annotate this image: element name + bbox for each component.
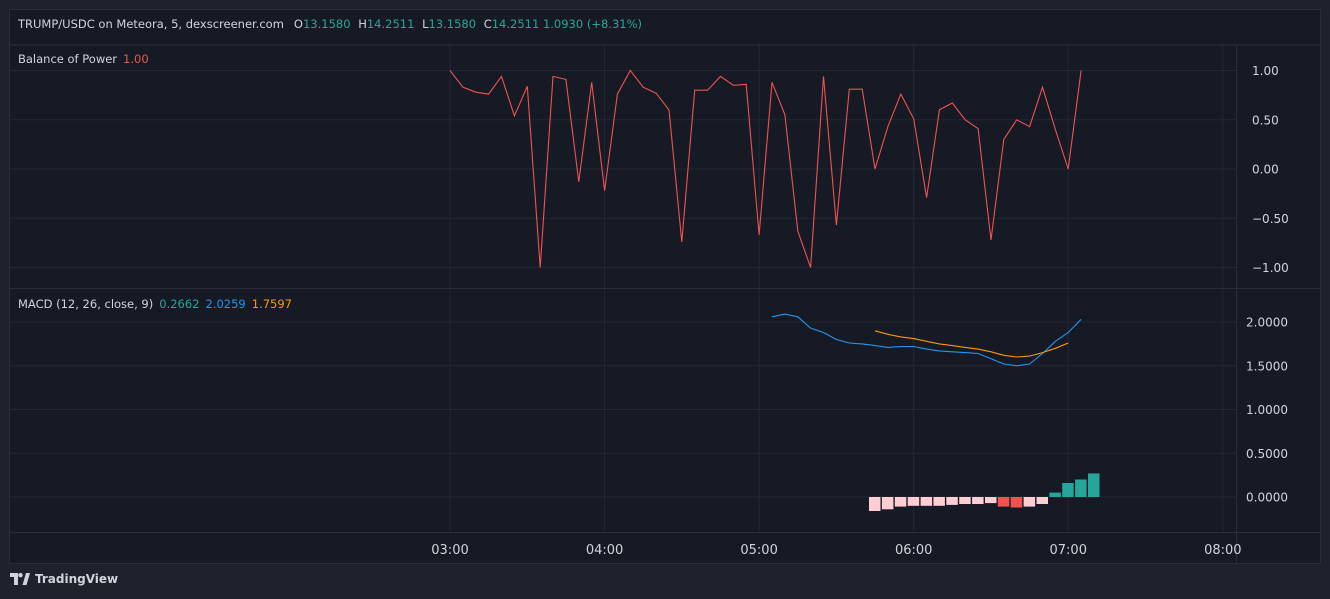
open-label: O — [293, 17, 303, 31]
change-value: 1.0930 (+8.31%) — [542, 17, 642, 31]
bop-axis-label: 0.50 — [1252, 113, 1279, 127]
chart-canvas[interactable]: 03:00 04:00 05:00 06:00 07:00 08:00 1.00 0.50 0.… — [10, 10, 1320, 563]
macd-legend[interactable]: MACD (12, 26, close, 9) 0.2662 2.0259 1.… — [18, 297, 292, 311]
macd-signal-value: 1.7597 — [251, 297, 292, 311]
low-value: 13.1580 — [428, 17, 477, 31]
macd-histogram-bar — [933, 497, 945, 506]
macd-histogram-bar — [894, 497, 907, 507]
close-label: C — [483, 17, 492, 31]
macd-histogram-bar — [997, 497, 1010, 507]
macd-histogram-bar — [959, 497, 971, 504]
time-tick-label: 06:00 — [895, 543, 932, 558]
tradingview-logo-icon — [10, 573, 30, 585]
time-tick-label: 03:00 — [431, 543, 468, 558]
macd-histogram-bar — [946, 497, 958, 505]
time-tick-label: 07:00 — [1050, 543, 1087, 558]
macd-line-value: 2.0259 — [205, 297, 246, 311]
macd-histogram-bar — [869, 497, 881, 511]
macd-histogram-bar — [1010, 497, 1023, 508]
symbol-legend: TRUMP/USDC on Meteora, 5, dexscreener.co… — [18, 17, 642, 31]
macd-histogram-bar — [1062, 483, 1074, 497]
macd-line — [771, 313, 1082, 367]
chart-frame[interactable]: 03:00 04:00 05:00 06:00 07:00 08:00 1.00 0.50 0.… — [9, 9, 1321, 564]
high-label: H — [358, 17, 367, 31]
macd-axis-label: 1.5000 — [1246, 359, 1288, 373]
symbol-title: TRUMP/USDC on Meteora, 5, dexscreener.co… — [18, 17, 284, 31]
tradingview-attribution[interactable]: TradingView — [10, 572, 118, 586]
macd-title: MACD (12, 26, close, 9) — [18, 297, 154, 311]
close-value: 14.2511 — [491, 17, 540, 31]
bop-value: 1.00 — [123, 52, 149, 66]
bop-axis-label: 0.00 — [1252, 163, 1279, 177]
time-tick-label: 05:00 — [740, 543, 777, 558]
macd-histogram-bar — [1023, 497, 1036, 507]
macd-axis-label: 1.0000 — [1246, 403, 1288, 417]
open-value: 13.1580 — [302, 17, 351, 31]
macd-axis-label: 2.0000 — [1246, 316, 1288, 330]
macd-histogram-bar — [1036, 497, 1048, 504]
time-tick-label: 08:00 — [1204, 543, 1241, 558]
macd-signal-line — [874, 330, 1069, 358]
time-tick-label: 04:00 — [586, 543, 623, 558]
tradingview-brand: TradingView — [35, 572, 119, 586]
bop-axis-label: −0.50 — [1252, 212, 1289, 226]
macd-histogram-bar — [1049, 492, 1061, 497]
bop-legend[interactable]: Balance of Power 1.00 — [18, 52, 149, 66]
macd-histogram-bar — [920, 497, 933, 506]
macd-histogram-bar — [972, 497, 984, 504]
macd-axis-label: 0.0000 — [1246, 491, 1288, 505]
bop-title: Balance of Power — [18, 52, 118, 66]
macd-histogram-bar — [907, 497, 920, 506]
bop-axis-label: −1.00 — [1252, 261, 1289, 275]
low-label: L — [422, 17, 429, 31]
macd-histogram-bar — [881, 497, 894, 510]
macd-hist-value: 0.2662 — [159, 297, 200, 311]
high-value: 14.2511 — [366, 17, 415, 31]
bop-axis-label: 1.00 — [1252, 64, 1279, 78]
macd-axis-label: 0.5000 — [1246, 447, 1288, 461]
macd-histogram-bar — [1075, 479, 1087, 497]
macd-histogram-bar — [985, 497, 997, 504]
bop-series-line — [449, 69, 1082, 268]
macd-histogram-bar — [1088, 473, 1100, 497]
